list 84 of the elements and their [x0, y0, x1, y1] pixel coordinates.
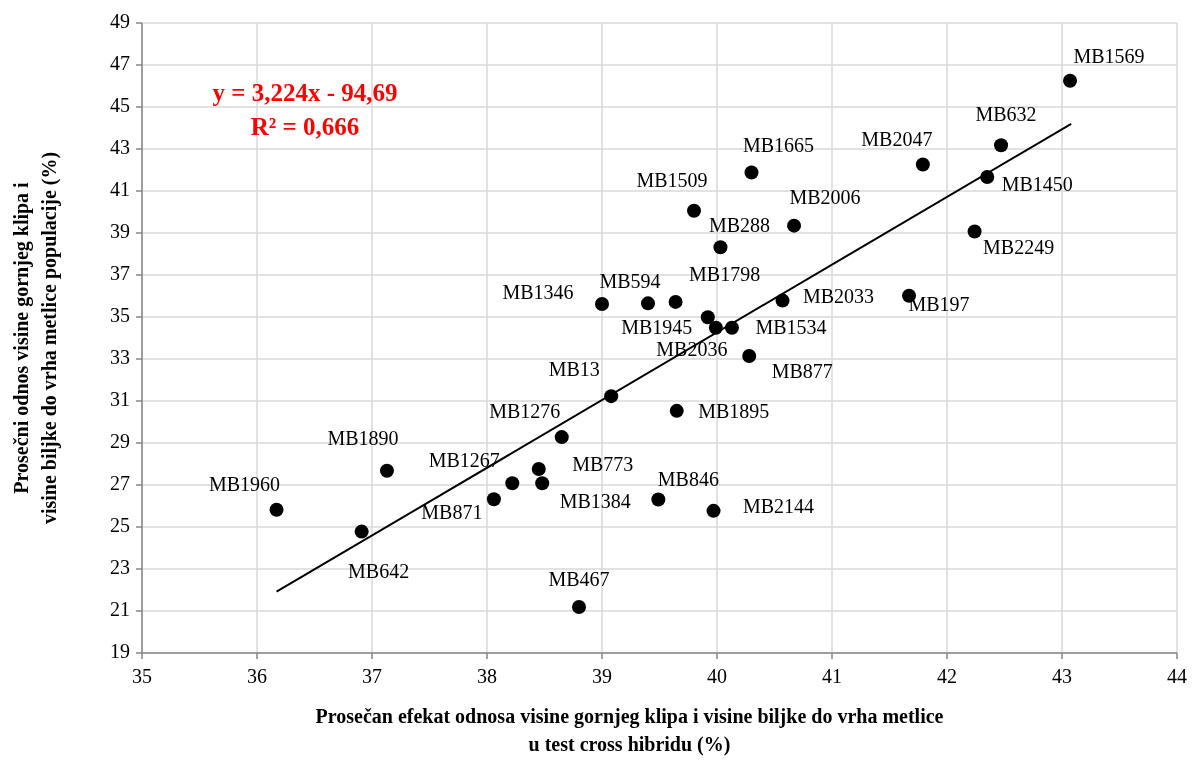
- x-tick-label: 39: [592, 665, 612, 687]
- data-label: MB1665: [742, 134, 815, 157]
- data-label: MB13: [548, 357, 600, 380]
- data-label: MB2006: [789, 186, 861, 209]
- data-label: MB594: [599, 269, 661, 292]
- x-tick-label: 36: [247, 665, 267, 687]
- point: [531, 462, 546, 477]
- point: [572, 600, 586, 615]
- point: [1063, 73, 1078, 88]
- x-axis-title: Prosečan efekat odnosa visine gornjeg klipa i visine biljke do vrha metlice u test cross hibridu (%): [315, 705, 944, 756]
- point: [713, 240, 728, 255]
- data-label: MB1798: [689, 263, 761, 286]
- y-tick-label: 29: [110, 429, 130, 452]
- point: [967, 224, 982, 239]
- y-tick-label: 47: [110, 51, 130, 74]
- point: [641, 296, 655, 311]
- data-label: MB1945: [621, 315, 693, 338]
- y-tick-label: 33: [110, 345, 130, 368]
- point: [595, 296, 609, 311]
- point: [669, 403, 684, 418]
- point: [269, 502, 284, 517]
- x-tick-label: 38: [477, 665, 497, 687]
- point: [706, 503, 721, 518]
- y-tick-label: 37: [110, 261, 130, 284]
- data-label: MB2249: [983, 236, 1055, 259]
- data-label: MB846: [657, 468, 719, 491]
- x-tick-label: 40: [707, 665, 727, 687]
- x-tick-label: 42: [937, 665, 957, 687]
- x-tick-label: 44: [1167, 665, 1187, 687]
- y-tick-label: 45: [110, 93, 130, 116]
- y-tick-label: 39: [110, 219, 130, 242]
- data-label: MB1267: [428, 448, 500, 471]
- data-label: MB1890: [327, 427, 399, 450]
- y-tick-label: 43: [110, 135, 130, 158]
- point: [687, 203, 701, 218]
- y-axis-title: Prosečni odnos visine gornjeg klipa i visine biljke do vrha metlice populacije (%): [10, 151, 61, 525]
- data-label: MB1276: [489, 399, 561, 422]
- y-tick-label: 25: [110, 513, 130, 536]
- point: [668, 294, 683, 309]
- data-label: MB1960: [208, 473, 281, 496]
- point: [651, 492, 666, 507]
- annotation: R² = 0,666: [250, 112, 360, 140]
- point: [535, 476, 550, 491]
- point: [744, 165, 759, 180]
- y-tick-label: 23: [110, 555, 130, 578]
- data-label: MB1569: [1073, 45, 1145, 68]
- y-tick-label: 19: [110, 639, 130, 662]
- data-label: MB773: [572, 452, 634, 475]
- data-label: MB1384: [559, 489, 631, 512]
- data-label: MB1450: [1001, 172, 1073, 195]
- data-label: MB288: [708, 213, 771, 236]
- point: [742, 349, 757, 364]
- data-label: MB467: [548, 567, 610, 590]
- y-tick-label: 31: [110, 387, 130, 410]
- data-label: MB1509: [636, 169, 708, 192]
- y-tick-label: 41: [110, 177, 130, 200]
- data-label: MB877: [771, 359, 833, 382]
- data-label: MB871: [421, 500, 483, 523]
- data-label: MB1346: [502, 280, 574, 303]
- x-tick-label: 37: [362, 665, 382, 687]
- point: [379, 463, 394, 478]
- point: [994, 138, 1009, 153]
- y-tick-label: 49: [110, 9, 130, 32]
- y-tick-label: 21: [110, 597, 130, 620]
- point: [354, 524, 369, 539]
- point: [915, 157, 930, 172]
- point: [486, 492, 501, 507]
- y-tick-label: 35: [110, 303, 130, 326]
- data-label: MB2047: [861, 128, 933, 151]
- x-tick-label: 43: [1052, 665, 1072, 687]
- point: [554, 430, 569, 445]
- point: [787, 218, 802, 233]
- point: [700, 310, 715, 325]
- data-label: MB1895: [698, 400, 770, 423]
- data-label: MB2144: [742, 495, 815, 518]
- x-tick-label: 35: [132, 665, 152, 687]
- x-tick-label: 41: [822, 665, 842, 687]
- data-label: MB1534: [755, 316, 827, 339]
- annotation: y = 3,224x - 94,69: [212, 78, 398, 106]
- data-label: MB2033: [802, 285, 875, 308]
- y-tick-label: 27: [110, 471, 130, 494]
- data-label: MB632: [975, 102, 1037, 125]
- data-label: MB642: [348, 560, 410, 583]
- point: [505, 476, 520, 491]
